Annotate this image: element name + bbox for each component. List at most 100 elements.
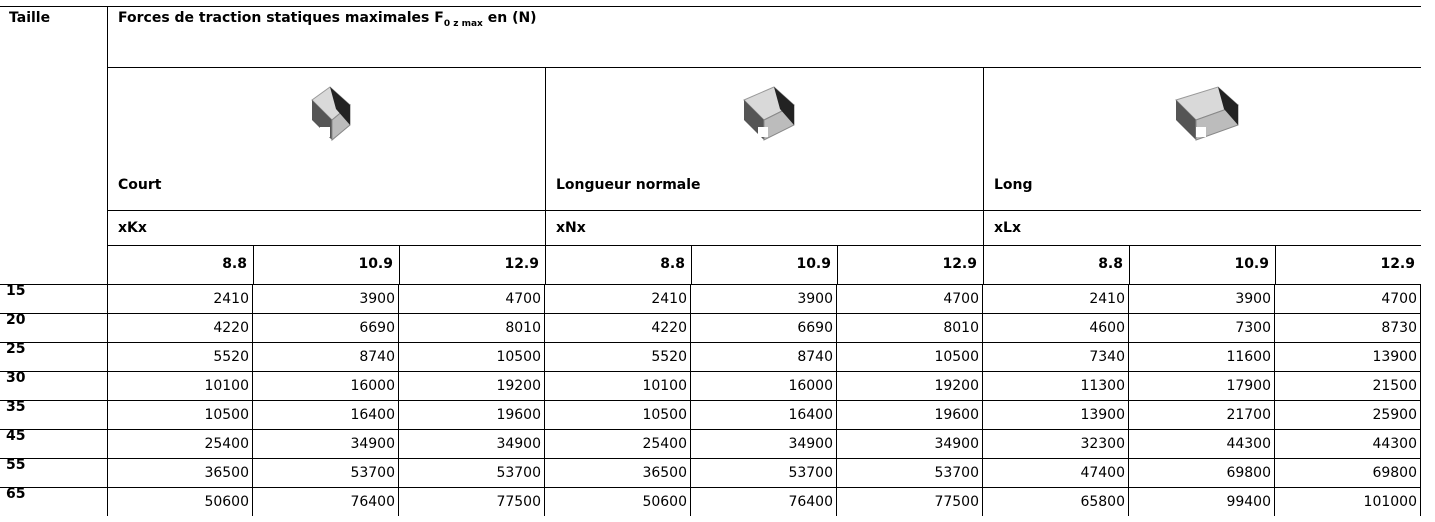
rule (1275, 245, 1276, 284)
rule (0, 429, 1421, 430)
rule (1274, 284, 1275, 313)
rule (398, 458, 399, 487)
rule (1128, 400, 1129, 429)
value-cell: 2410 (213, 291, 249, 307)
rule (0, 313, 1421, 314)
rule (398, 313, 399, 342)
value-cell: 5520 (213, 349, 249, 365)
rule (545, 67, 546, 284)
product-image (311, 86, 351, 142)
value-cell: 11600 (1226, 349, 1271, 365)
value-cell: 10500 (204, 407, 249, 423)
rule (690, 458, 691, 487)
value-cell: 13900 (1080, 407, 1125, 423)
rule (0, 342, 1421, 343)
rule (0, 6, 1421, 7)
rule (1420, 487, 1421, 516)
value-cell: 76400 (350, 494, 395, 510)
group-name: Longueur normale (556, 177, 701, 193)
value-cell: 36500 (642, 465, 687, 481)
value-cell: 25400 (642, 436, 687, 452)
rule (1274, 487, 1275, 516)
rule (982, 400, 983, 429)
rule (252, 371, 253, 400)
value-cell: 4700 (943, 291, 979, 307)
rule (982, 371, 983, 400)
value-cell: 4220 (651, 320, 687, 336)
rule (107, 67, 1421, 68)
rule (544, 313, 545, 342)
value-cell: 16400 (788, 407, 833, 423)
rule (398, 487, 399, 516)
rule (1420, 313, 1421, 342)
rule (691, 245, 692, 284)
rule (1128, 429, 1129, 458)
rule (690, 342, 691, 371)
value-cell: 77500 (496, 494, 541, 510)
value-cell: 65800 (1080, 494, 1125, 510)
rule (252, 487, 253, 516)
value-cell: 8740 (797, 349, 833, 365)
rule (0, 400, 1421, 401)
rule (690, 313, 691, 342)
value-cell: 16000 (788, 378, 833, 394)
value-cell: 4700 (505, 291, 541, 307)
rule (398, 284, 399, 313)
rule (253, 245, 254, 284)
rule (107, 6, 108, 516)
rule (836, 487, 837, 516)
value-cell: 53700 (788, 465, 833, 481)
rule (107, 210, 1421, 211)
value-cell: 3900 (797, 291, 833, 307)
rule (252, 458, 253, 487)
value-cell: 47400 (1080, 465, 1125, 481)
rule (544, 284, 545, 313)
value-cell: 6690 (797, 320, 833, 336)
rule (837, 245, 838, 284)
title-subscript: 0 z max (443, 18, 483, 29)
value-cell: 25900 (1372, 407, 1417, 423)
value-cell: 69800 (1372, 465, 1417, 481)
rule (544, 371, 545, 400)
rule (1274, 371, 1275, 400)
grade-header: 12.9 (1380, 256, 1415, 272)
rule (690, 284, 691, 313)
value-cell: 2410 (1089, 291, 1125, 307)
rule (836, 429, 837, 458)
value-cell: 13900 (1372, 349, 1417, 365)
value-cell: 8730 (1381, 320, 1417, 336)
table-title: Forces de traction statiques maximales F… (118, 10, 537, 29)
rule (1129, 245, 1130, 284)
value-cell: 19200 (496, 378, 541, 394)
size-label: 30 (6, 370, 26, 386)
grade-header: 12.9 (504, 256, 539, 272)
group-code: xNx (556, 220, 586, 236)
rule (690, 487, 691, 516)
rule (252, 400, 253, 429)
value-cell: 7300 (1235, 320, 1271, 336)
rule (1274, 342, 1275, 371)
rule (982, 487, 983, 516)
rule (983, 67, 984, 284)
value-cell: 53700 (350, 465, 395, 481)
rule (252, 342, 253, 371)
rule (1420, 342, 1421, 371)
size-label: 55 (6, 457, 26, 473)
grade-header: 8.8 (1098, 256, 1123, 272)
rule (544, 429, 545, 458)
value-cell: 7340 (1089, 349, 1125, 365)
group-name: Court (118, 177, 162, 193)
rule (1420, 429, 1421, 458)
grade-header: 8.8 (222, 256, 247, 272)
size-label: 35 (6, 399, 26, 415)
rule (982, 284, 983, 313)
value-cell: 44300 (1372, 436, 1417, 452)
rule (836, 400, 837, 429)
grade-header: 12.9 (942, 256, 977, 272)
grade-header: 8.8 (660, 256, 685, 272)
value-cell: 10500 (934, 349, 979, 365)
rule (1274, 313, 1275, 342)
value-cell: 4220 (213, 320, 249, 336)
value-cell: 77500 (934, 494, 979, 510)
